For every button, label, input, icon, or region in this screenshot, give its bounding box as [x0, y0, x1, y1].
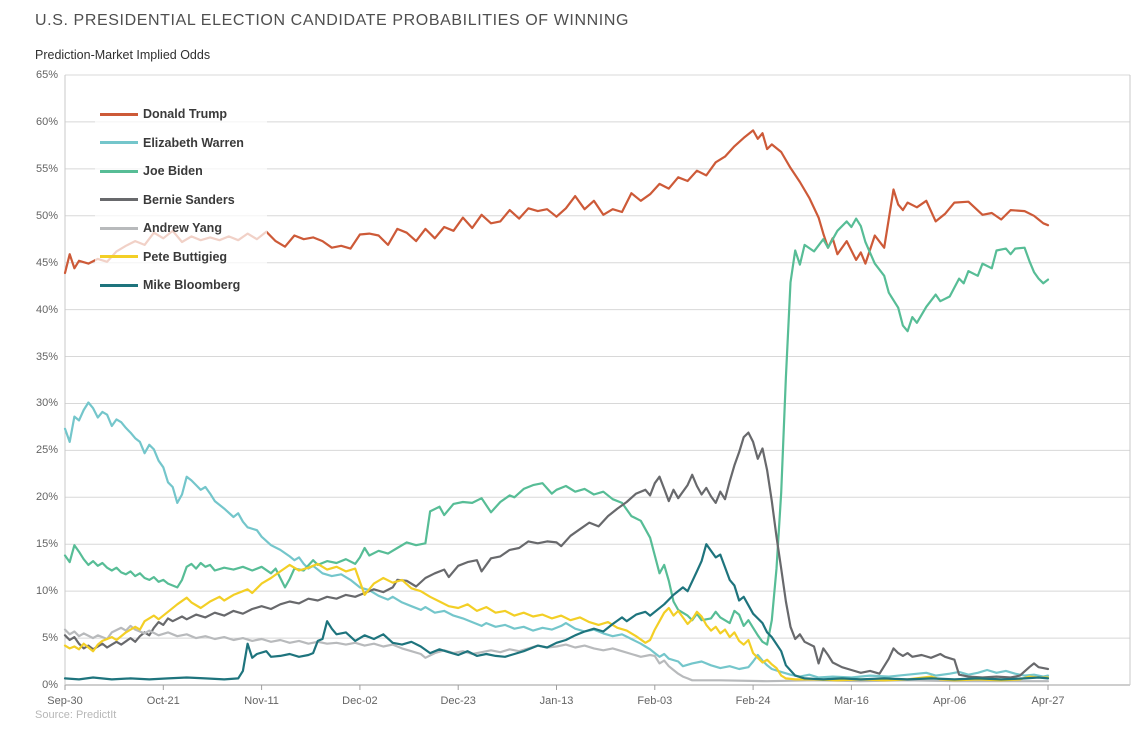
source-note: Source: PredictIt: [35, 709, 117, 721]
legend-swatch-joe-biden: [100, 169, 138, 173]
legend-item-joe-biden: Joe Biden: [95, 157, 267, 186]
x-axis-label-Nov-11: Nov-11: [244, 695, 279, 707]
y-axis-label-25%: 25%: [35, 444, 58, 457]
legend-item-pete-buttigieg: Pete Buttigieg: [95, 243, 267, 272]
legend-item-mike-bloomberg: Mike Bloomberg: [95, 271, 267, 300]
y-axis-label-35%: 35%: [35, 350, 58, 363]
y-axis-label-45%: 45%: [35, 256, 58, 269]
chart-legend: Donald Trump Elizabeth Warren Joe Biden Ber…: [95, 96, 267, 306]
y-axis-label-50%: 50%: [35, 209, 58, 222]
legend-item-andrew-yang: Andrew Yang: [95, 214, 267, 243]
y-axis-label-55%: 55%: [35, 162, 58, 175]
legend-label: Elizabeth Warren: [143, 135, 244, 150]
legend-label: Mike Bloomberg: [143, 278, 241, 293]
y-axis-label-65%: 65%: [35, 69, 58, 81]
series-line-pete-buttigieg: [63, 562, 1050, 682]
y-axis-label-10%: 10%: [35, 585, 58, 598]
legend-swatch-bernie-sanders: [100, 198, 138, 202]
series-line-bernie-sanders: [63, 431, 1050, 679]
legend-item-donald-trump: Donald Trump: [95, 100, 267, 129]
series-line-joe-biden: [63, 217, 1050, 646]
chart-subtitle: Prediction-Market Implied Odds: [35, 48, 211, 62]
x-axis-label-Sep-30: Sep-30: [47, 695, 83, 707]
legend-label: Andrew Yang: [143, 221, 222, 236]
y-axis-label-5%: 5%: [42, 632, 58, 645]
x-axis-label-Apr-06: Apr-06: [933, 695, 967, 707]
x-axis-label-Oct-21: Oct-21: [146, 695, 180, 707]
series-line-elizabeth-warren: [63, 401, 1050, 679]
legend-swatch-donald-trump: [100, 112, 138, 116]
y-axis-label-15%: 15%: [35, 538, 58, 551]
legend-swatch-andrew-yang: [100, 226, 138, 230]
x-axis-label-Jan-13: Jan-13: [539, 695, 574, 707]
legend-swatch-elizabeth-warren: [100, 141, 138, 145]
x-axis-label-Dec-23: Dec-23: [440, 695, 476, 707]
y-axis-label-60%: 60%: [35, 115, 58, 128]
x-axis-label-Feb-24: Feb-24: [735, 695, 771, 707]
y-axis-label-0%: 0%: [42, 679, 58, 691]
legend-label: Donald Trump: [143, 107, 228, 122]
x-axis-label-Mar-16: Mar-16: [833, 695, 869, 707]
page-title: U.S. PRESIDENTIAL ELECTION CANDIDATE PRO…: [35, 12, 630, 29]
y-axis-label-20%: 20%: [35, 491, 58, 504]
legend-label: Joe Biden: [143, 164, 203, 179]
series-line-andrew-yang: [63, 624, 1050, 683]
legend-label: Pete Buttigieg: [143, 249, 228, 264]
legend-swatch-pete-buttigieg: [100, 255, 138, 259]
legend-item-bernie-sanders: Bernie Sanders: [95, 186, 267, 215]
y-axis-label-30%: 30%: [35, 397, 58, 410]
series-line-mike-bloomberg: [63, 543, 1050, 681]
y-axis-label-40%: 40%: [35, 303, 58, 316]
x-axis-label-Feb-03: Feb-03: [637, 695, 673, 707]
legend-item-elizabeth-warren: Elizabeth Warren: [95, 129, 267, 158]
legend-swatch-mike-bloomberg: [100, 283, 138, 287]
x-axis-label-Dec-02: Dec-02: [342, 695, 378, 707]
legend-label: Bernie Sanders: [143, 192, 235, 207]
x-axis-label-Apr-27: Apr-27: [1031, 695, 1065, 707]
